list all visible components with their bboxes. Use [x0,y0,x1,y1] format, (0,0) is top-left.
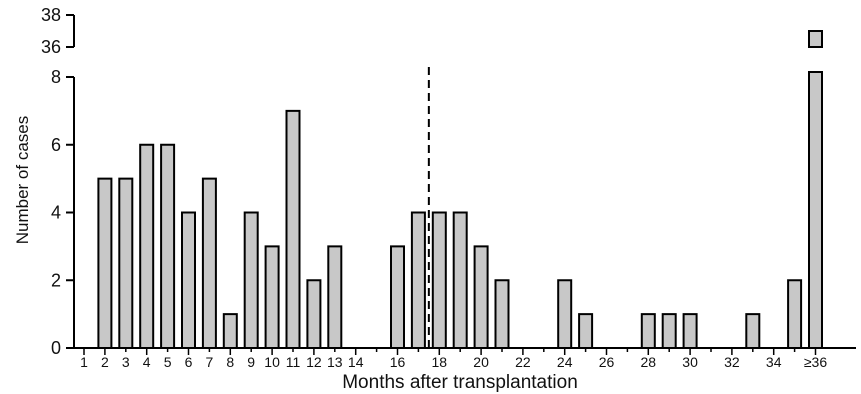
x-tick-label: 6 [185,354,193,370]
x-tick-label: 32 [724,354,740,370]
y-tick-label: 8 [51,67,61,87]
x-tick-label: 20 [473,354,489,370]
bar [431,211,447,349]
x-tick-label: 26 [599,354,615,370]
x-tick-label: 13 [327,354,343,370]
bar [285,109,301,349]
bar [452,211,468,349]
x-tick-label: 18 [432,354,448,370]
bar [557,279,573,349]
bar [640,313,656,349]
y-tick-label: 0 [51,338,61,358]
bar [808,30,823,48]
x-tick-label: 28 [641,354,657,370]
y-tick-label: 2 [51,270,61,290]
x-tick-label: 7 [206,354,214,370]
x-tick-label: 14 [348,354,364,370]
bar [222,313,238,349]
bar [160,143,176,349]
x-tick-label: 3 [122,354,130,370]
y-tick-label: 4 [51,203,61,223]
y-tick-label: 38 [41,5,61,25]
bar [97,177,113,349]
x-tick-label: 1 [80,354,88,370]
x-tick-label: 2 [101,354,109,370]
x-tick-label: 16 [390,354,406,370]
bar [118,177,134,349]
bar [745,313,761,349]
bar [578,313,594,349]
bar [264,245,280,349]
bar [306,279,322,349]
x-tick-label: 24 [557,354,573,370]
x-tick-label: 12 [306,354,322,370]
bar [808,71,823,349]
x-tick-label: 34 [766,354,782,370]
x-tick-label: 11 [286,354,301,370]
x-tick-label: 10 [264,354,280,370]
bar [201,177,217,349]
bar [787,279,803,349]
bar [682,313,698,349]
x-tick-label: 22 [515,354,531,370]
bar [390,245,405,349]
bar [494,279,510,349]
bar [243,211,259,349]
x-axis-title: Months after transplantation [342,372,578,393]
x-tick-label: ≥36 [804,354,827,370]
y-axis-title: Number of cases [13,116,32,245]
bar [661,313,677,349]
bar [327,245,343,349]
bar [181,211,196,349]
y-tick-label: 6 [51,135,61,155]
x-tick-label: 30 [682,354,698,370]
x-tick-label: 4 [143,354,151,370]
bar [410,211,426,349]
x-tick-label: 5 [164,354,172,370]
x-tick-label: 9 [247,354,255,370]
x-tick-label: 8 [226,354,234,370]
y-tick-label: 36 [41,37,61,57]
bar [139,143,155,349]
bar [473,245,489,349]
